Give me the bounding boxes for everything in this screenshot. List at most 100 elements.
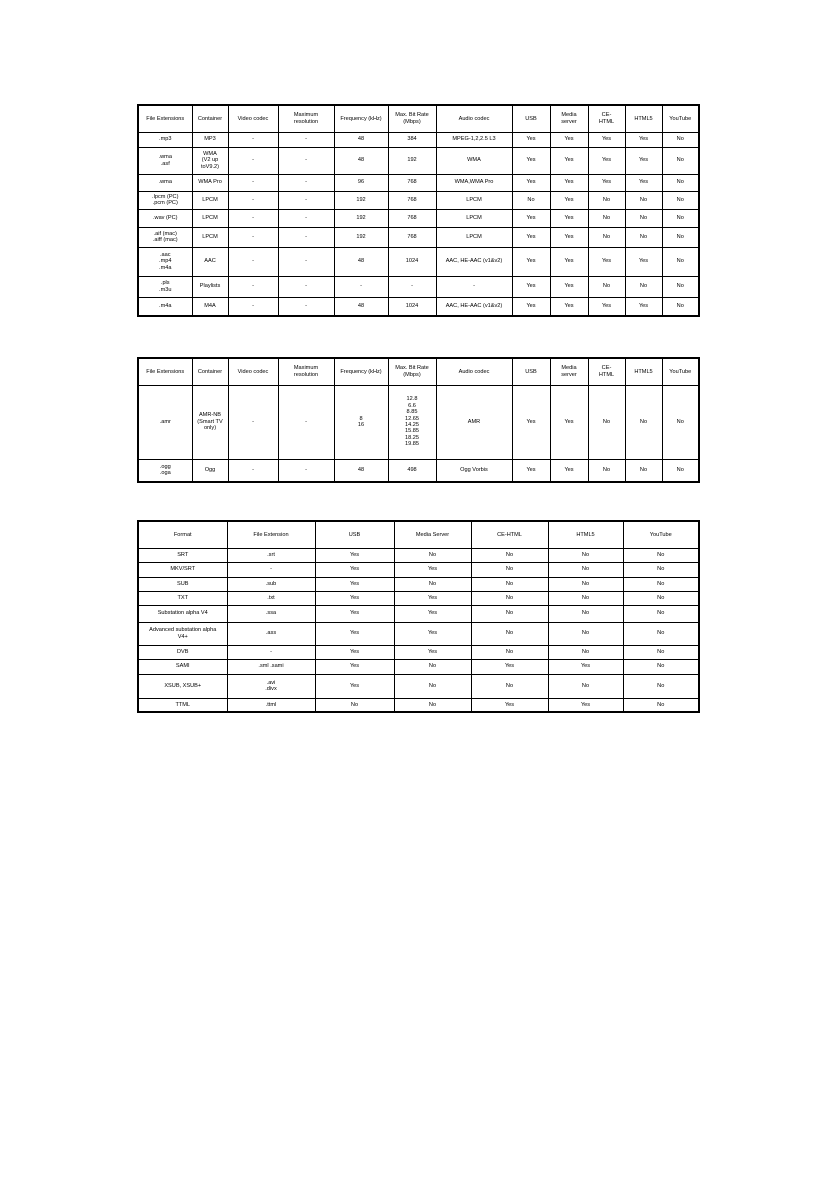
table-cell: Yes xyxy=(549,296,589,317)
table-cell: - xyxy=(227,131,279,148)
table-cell: 768 xyxy=(387,208,437,228)
table-cell: Yes xyxy=(511,208,551,228)
table-cell: SAMI xyxy=(137,658,228,675)
table-cell: Yes xyxy=(314,561,395,578)
table-cell: .amr xyxy=(137,384,193,460)
table-cell: Yes xyxy=(587,173,626,192)
table-row: .mp3 MP3- -48 384 MPEG-1,2,2.5 L3 Yes Yes Yes Ye… xyxy=(137,131,700,148)
table-cell: .avi .divx xyxy=(226,673,316,699)
table-cell: Yes xyxy=(549,246,589,277)
table-cell: No xyxy=(622,547,700,563)
table-row: .lpcm (PC) .pcm (PC) LPCM - -192 768 LPCM No Ye… xyxy=(137,190,700,210)
table-cell: Playlists xyxy=(191,275,229,298)
table-cell: No xyxy=(393,658,472,675)
table-cell: No xyxy=(661,190,700,210)
table-cell: Yes xyxy=(314,604,395,623)
table-cell: Yes xyxy=(314,621,395,646)
column-header: Media server xyxy=(549,104,589,133)
table-cell: Yes xyxy=(470,658,549,675)
table-cell: - xyxy=(277,146,335,175)
table-cell: .ass xyxy=(226,621,316,646)
column-header: Maximum resolution xyxy=(277,357,335,386)
table-cell: .lpcm (PC) .pcm (PC) xyxy=(137,190,193,210)
table-cell: No xyxy=(547,604,624,623)
table-cell: - xyxy=(277,226,335,248)
column-header: USB xyxy=(511,104,551,133)
table-cell: - xyxy=(277,190,335,210)
column-header: Audio codec xyxy=(435,104,513,133)
table-cell: No xyxy=(547,673,624,699)
table-cell: Yes xyxy=(393,604,472,623)
table-cell: 192 xyxy=(333,226,389,248)
table-cell: No xyxy=(547,547,624,563)
column-header: YouTube xyxy=(622,520,700,549)
table-row: .ogg .oga Ogg - -48 498 Ogg Vorbis Yes Yes No No N… xyxy=(137,458,700,483)
table-cell: 192 xyxy=(333,208,389,228)
table-cell: Yes xyxy=(549,208,589,228)
column-header: USB xyxy=(511,357,551,386)
table-cell: - xyxy=(226,644,316,660)
table-cell: AMR-NB (Smart TV only) xyxy=(191,384,229,460)
table-cell: Yes xyxy=(549,275,589,298)
table-cell: MKV/SRT xyxy=(137,561,228,578)
header-row: File Extensions Container Video codec Maxim… xyxy=(137,104,700,133)
table-cell: SRT xyxy=(137,547,228,563)
table-cell: No xyxy=(661,458,700,483)
table-cell: .wav (PC) xyxy=(137,208,193,228)
table-cell: - xyxy=(227,226,279,248)
column-header: Container xyxy=(191,104,229,133)
table-cell: Yes xyxy=(587,296,626,317)
table-cell: Yes xyxy=(470,697,549,713)
table-cell: - xyxy=(227,246,279,277)
table-cell: - xyxy=(277,275,335,298)
table-cell: .ssa xyxy=(226,604,316,623)
table-cell: Yes xyxy=(314,547,395,563)
table-cell: Yes xyxy=(511,131,551,148)
table-cell: DVB xyxy=(137,644,228,660)
table-row: .wav (PC) LPCM - -192 768 LPCM Yes Yes No No No xyxy=(137,208,700,228)
table-cell: Yes xyxy=(549,384,589,460)
column-header: USB xyxy=(314,520,395,549)
table-row: .amr AMR-NB (Smart TV only) - -8 16 12.8 6.6… xyxy=(137,384,700,460)
table-cell: 192 xyxy=(333,190,389,210)
table-cell: No xyxy=(587,226,626,248)
table-row: .m4a M4A - -48 1024 AAC, HE-AAC (v1&v2) Yes Yes… xyxy=(137,296,700,317)
table-row: Advanced substation alpha V4+ .ass Yes Yes N… xyxy=(137,621,700,646)
table-cell: No xyxy=(661,226,700,248)
table-cell: LPCM xyxy=(435,226,513,248)
table-cell: No xyxy=(547,561,624,578)
table-cell: No xyxy=(470,561,549,578)
table-cell: No xyxy=(547,621,624,646)
column-header: Audio codec xyxy=(435,357,513,386)
table-cell: 498 xyxy=(387,458,437,483)
table-cell: Yes xyxy=(624,296,663,317)
table-cell: Yes xyxy=(314,658,395,675)
table-cell: No xyxy=(624,275,663,298)
table-cell: .pls .m3u xyxy=(137,275,193,298)
column-header: Video codec xyxy=(227,104,279,133)
table-cell: Yes xyxy=(624,246,663,277)
column-header: HTML5 xyxy=(547,520,624,549)
table-cell: AAC, HE-AAC (v1&v2) xyxy=(435,246,513,277)
table-cell: Yes xyxy=(393,621,472,646)
table-cell: No xyxy=(661,246,700,277)
table-cell: AAC, HE-AAC (v1&v2) xyxy=(435,296,513,317)
table-cell: - xyxy=(277,173,335,192)
table-cell: No xyxy=(622,697,700,713)
table-cell: No xyxy=(587,458,626,483)
table-cell: 48 xyxy=(333,458,389,483)
table-cell: 384 xyxy=(387,131,437,148)
table-row: Substation alpha V4 .ssa Yes Yes No No No xyxy=(137,604,700,623)
table-cell: Yes xyxy=(393,644,472,660)
audio-formats-table-2: File Extensions Container Video codec Maxim… xyxy=(137,357,700,483)
table-cell: No xyxy=(624,458,663,483)
table-cell: - xyxy=(226,561,316,578)
table-cell: Yes xyxy=(511,146,551,175)
subtitle-formats-table: Format File Extension USB Media Server CE-HT… xyxy=(137,520,700,713)
table-cell: Ogg Vorbis xyxy=(435,458,513,483)
table-cell: No xyxy=(587,190,626,210)
table-cell: No xyxy=(393,697,472,713)
table-cell: 1024 xyxy=(387,296,437,317)
table-cell: Yes xyxy=(587,146,626,175)
column-header: HTML5 xyxy=(624,104,663,133)
